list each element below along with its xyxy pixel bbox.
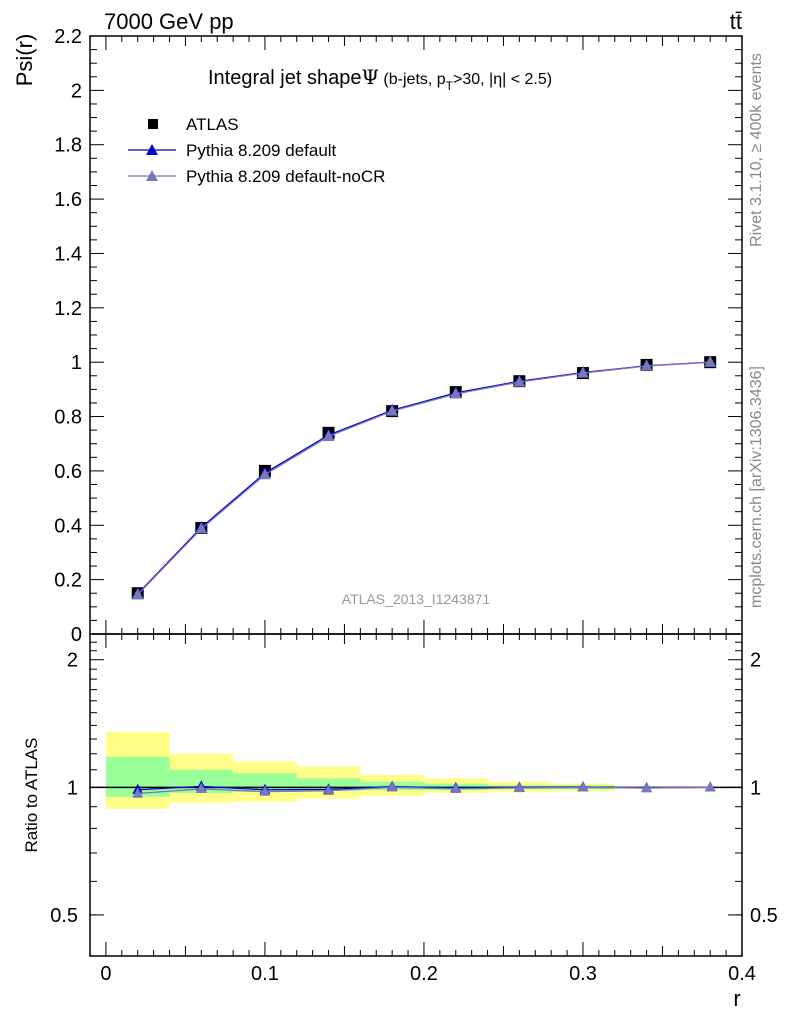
main-title: Integral jet shapeΨ (b-jets, pT>30, |η| …: [208, 65, 552, 93]
nocr-point: [386, 404, 398, 416]
process-label: tt̄: [730, 9, 742, 34]
main-ytick-label: 0.8: [54, 407, 82, 429]
ratio-uncertainty-bands: [105, 732, 615, 809]
ratio-ytick-label: 2: [67, 650, 78, 672]
title-tail2: >30, |η| < 2.5): [453, 71, 552, 88]
nocr-point: [704, 355, 717, 367]
legend-atlas-label: ATLAS: [186, 115, 239, 134]
main-ytick-label: 1.2: [54, 298, 82, 320]
ratio-nocr-point: [386, 781, 398, 792]
legend-default-marker: [146, 144, 158, 155]
xtick-label: 0: [100, 963, 111, 985]
ratio-nocr-line: [137, 786, 711, 795]
ratio-ylabel: Ratio to ATLAS: [22, 738, 41, 853]
ratio-nocr-point: [641, 782, 652, 793]
main-ytick-label: 0.6: [54, 461, 82, 483]
main-ytick-label: 0.2: [54, 570, 82, 592]
ratio-ytick-label: 0.5: [50, 905, 78, 927]
main-ytick-label: 0: [71, 624, 82, 646]
ratio-ytick-label-right: 1: [750, 777, 761, 799]
main-series-marks: [131, 355, 717, 600]
main-ytick-label: 1.6: [54, 189, 82, 211]
rivet-label: Rivet 3.1.10, ≥ 400k events: [748, 53, 765, 247]
ratio-ytick-label-right: 2: [750, 650, 761, 672]
ratio-nocr-point: [513, 781, 525, 793]
title-tail1: (b-jets, p: [379, 71, 446, 88]
ratio-ytick-label: 1: [67, 777, 78, 799]
ratio-series-marks: [132, 780, 716, 798]
legend-atlas-marker: [148, 119, 158, 129]
xtick-label: 0.1: [251, 963, 279, 985]
title-psi: Ψ: [361, 65, 379, 89]
mcplots-label: mcplots.cern.ch [arXiv:1306.3436]: [748, 366, 765, 608]
main-ytick-label: 2: [71, 80, 82, 102]
ratio-frame: [89, 633, 743, 957]
x-axis-label: r: [733, 986, 740, 1011]
analysis-watermark: ATLAS_2013_I1243871: [342, 591, 491, 607]
ratio-nocr-point: [704, 781, 716, 792]
legend-nocr-marker: [146, 170, 158, 181]
nocr-point: [131, 588, 144, 600]
axes: 0 0.2 0.4 0.6 0.8 1 1.2 1.4 1.6 1.8 2 2.2 0 0.1 0.2 0.3…: [50, 26, 778, 985]
ratio-nocr-point: [450, 782, 462, 794]
ratio-nocr-point: [195, 782, 207, 794]
nocr-point: [195, 522, 208, 534]
main-ylabel: Psi(r): [12, 34, 37, 87]
nocr-series-line: [137, 361, 711, 596]
main-ytick-label: 1.8: [54, 135, 82, 157]
ratio-nocr-point: [323, 784, 334, 795]
ratio-nocr-point: [132, 787, 144, 798]
main-ytick-label: 1.4: [54, 243, 82, 265]
title-sub: T: [446, 79, 454, 93]
nocr-point: [449, 387, 462, 399]
main-ytick-label: 0.4: [54, 515, 82, 537]
ratio-nocr-point: [259, 785, 271, 796]
nocr-point: [259, 468, 271, 480]
main-ytick-label: 1: [71, 352, 82, 374]
energy-label: 7000 GeV pp: [104, 9, 234, 34]
default-series-line: [137, 361, 711, 595]
ratio-nocr-point: [577, 781, 589, 792]
xtick-label: 0.3: [569, 963, 597, 985]
title-main-text: Integral jet shape: [208, 67, 361, 89]
main-ytick-label: 2.2: [54, 26, 82, 48]
nocr-point: [513, 375, 526, 387]
ratio-ytick-label-right: 0.5: [750, 905, 778, 927]
nocr-point: [640, 359, 653, 371]
nocr-point: [577, 366, 589, 378]
nocr-point: [322, 429, 335, 441]
legend-nocr-label: Pythia 8.209 default-noCR: [186, 167, 385, 186]
legend: ATLAS Pythia 8.209 default Pythia 8.209 …: [128, 115, 385, 186]
xtick-label: 0.2: [410, 963, 438, 985]
xtick-label: 0.4: [728, 963, 756, 985]
legend-default-label: Pythia 8.209 default: [186, 141, 337, 160]
